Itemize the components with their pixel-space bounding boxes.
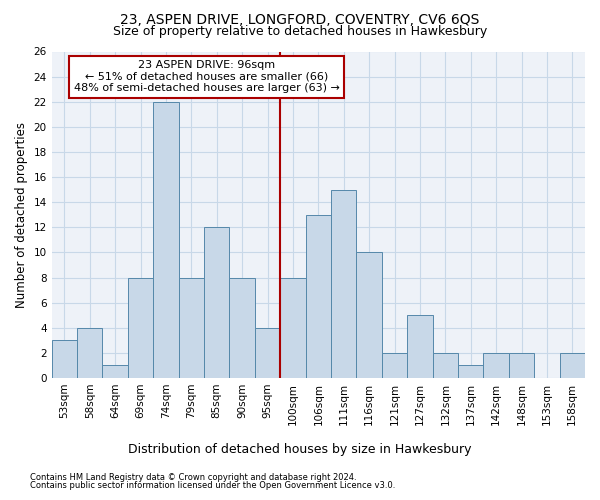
Text: Distribution of detached houses by size in Hawkesbury: Distribution of detached houses by size … <box>128 442 472 456</box>
Bar <box>128 278 153 378</box>
Bar <box>560 353 585 378</box>
Bar <box>433 353 458 378</box>
Bar <box>103 366 128 378</box>
Bar <box>484 353 509 378</box>
Bar <box>179 278 204 378</box>
Bar <box>331 190 356 378</box>
Bar <box>305 215 331 378</box>
Text: Size of property relative to detached houses in Hawkesbury: Size of property relative to detached ho… <box>113 25 487 38</box>
Text: Contains public sector information licensed under the Open Government Licence v3: Contains public sector information licen… <box>30 482 395 490</box>
Bar <box>255 328 280 378</box>
Text: 23, ASPEN DRIVE, LONGFORD, COVENTRY, CV6 6QS: 23, ASPEN DRIVE, LONGFORD, COVENTRY, CV6… <box>121 12 479 26</box>
Bar <box>280 278 305 378</box>
Bar <box>229 278 255 378</box>
Bar <box>52 340 77 378</box>
Y-axis label: Number of detached properties: Number of detached properties <box>15 122 28 308</box>
Bar <box>509 353 534 378</box>
Bar <box>356 252 382 378</box>
Text: Contains HM Land Registry data © Crown copyright and database right 2024.: Contains HM Land Registry data © Crown c… <box>30 472 356 482</box>
Bar <box>458 366 484 378</box>
Bar <box>153 102 179 378</box>
Text: 23 ASPEN DRIVE: 96sqm
← 51% of detached houses are smaller (66)
48% of semi-deta: 23 ASPEN DRIVE: 96sqm ← 51% of detached … <box>74 60 340 93</box>
Bar <box>204 228 229 378</box>
Bar <box>382 353 407 378</box>
Bar <box>77 328 103 378</box>
Bar <box>407 315 433 378</box>
